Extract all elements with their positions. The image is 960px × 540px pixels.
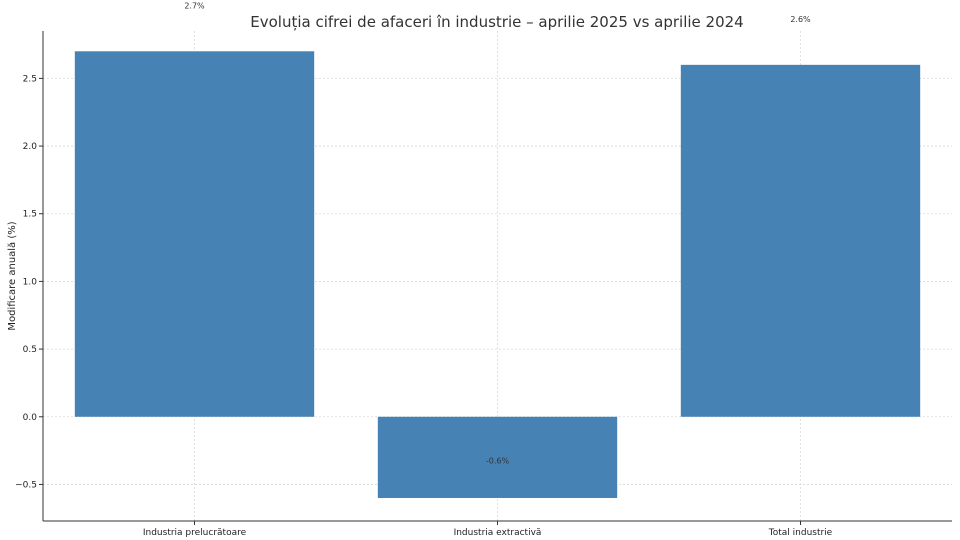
data-label: 2.6% bbox=[790, 15, 811, 24]
y-axis-label: Modificare anuală (%) bbox=[7, 221, 18, 330]
bar bbox=[377, 416, 618, 498]
x-ticks: Industria prelucrătoare Industria extract… bbox=[143, 521, 833, 538]
chart-title: Evoluția cifrei de afaceri în industrie … bbox=[250, 13, 743, 31]
y-tick-label: 0.0 bbox=[23, 413, 38, 423]
x-tick-label: Total industrie bbox=[768, 528, 833, 538]
y-tick-label: 2.5 bbox=[23, 74, 37, 84]
y-tick-label: 1.5 bbox=[23, 210, 37, 220]
y-tick-label: −0.5 bbox=[15, 480, 37, 490]
y-ticks: −0.5 0.0 0.5 1.0 1.5 2.0 2.5 bbox=[15, 74, 43, 490]
data-labels: 2.7% -0.6% 2.6% bbox=[184, 1, 811, 465]
x-tick-label: Industria extractivă bbox=[454, 528, 542, 538]
x-tick-label: Industria prelucrătoare bbox=[143, 528, 247, 538]
y-tick-label: 0.5 bbox=[23, 345, 37, 355]
data-label: -0.6% bbox=[486, 456, 510, 465]
bar bbox=[74, 51, 315, 417]
data-label: 2.7% bbox=[184, 1, 205, 10]
y-tick-label: 1.0 bbox=[23, 277, 38, 287]
bars bbox=[74, 51, 921, 498]
y-tick-label: 2.0 bbox=[23, 142, 38, 152]
bar bbox=[680, 64, 921, 417]
